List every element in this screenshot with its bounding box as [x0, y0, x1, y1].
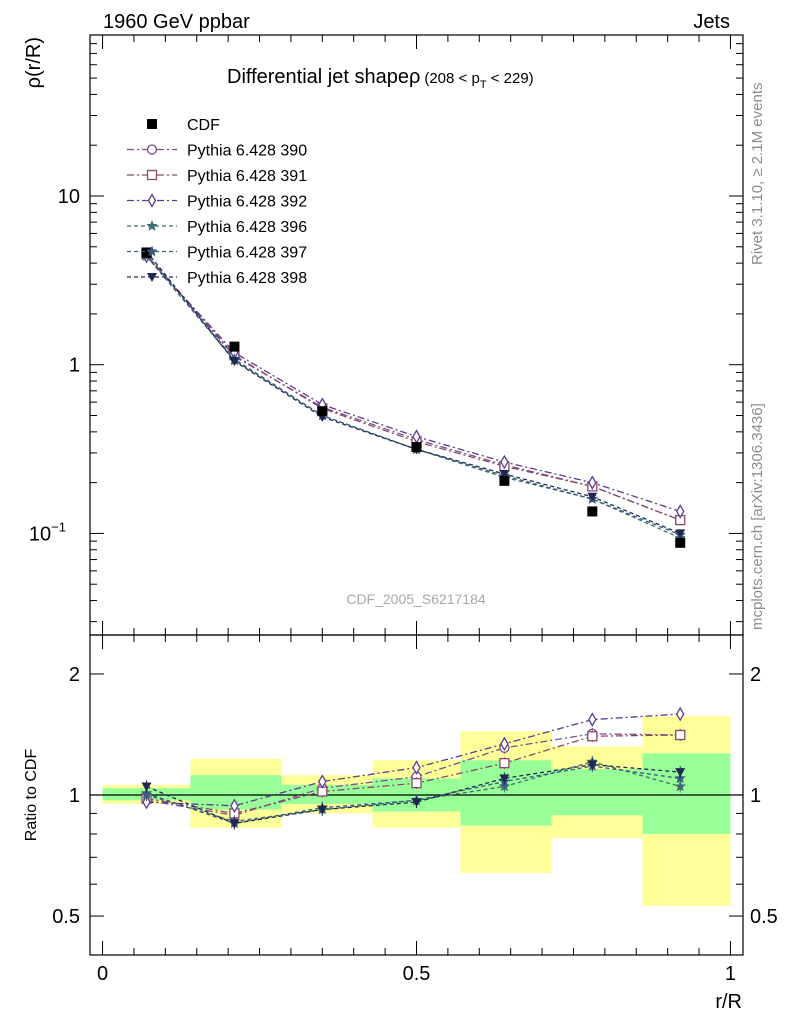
ratio-data-point — [411, 778, 422, 789]
legend-entry-label: Pythia 6.428 398 — [187, 270, 307, 287]
ratio-data-point — [675, 706, 685, 722]
uncertainty-band-inner — [642, 753, 731, 834]
y-tick-label: 10−1 — [29, 519, 66, 545]
legend-marker — [147, 273, 157, 282]
y-tick-label: 1 — [69, 355, 80, 377]
x-tick-label: 0 — [97, 963, 108, 985]
ratio-data-point — [229, 819, 240, 829]
data-point — [500, 454, 509, 470]
ratio-y-tick-label-right: 0.5 — [750, 906, 778, 928]
chart-title-main: Differential jet shapeρ — [227, 66, 420, 88]
chart-title-range: (208 < p — [424, 70, 479, 87]
uncertainty-band-inner — [551, 769, 643, 816]
ratio-y-tick-label-left: 2 — [69, 664, 80, 686]
chart-title-subscript: T — [480, 79, 487, 91]
analysis-watermark: CDF_2005_S6217184 — [346, 591, 486, 607]
data-point — [317, 406, 328, 417]
ratio-data-point — [587, 760, 598, 770]
data-point — [141, 247, 152, 258]
rivet-version-label: Rivet 3.1.10, ≥ 2.1M events — [749, 83, 766, 266]
ratio-y-tick-label-left: 1 — [69, 785, 80, 807]
ratio-plot-panel: 0.5 0.5 1 1 2 2 0 0.5 1 Ratio to CDF r/R — [23, 634, 778, 1013]
x-axis-label: r/R — [715, 991, 742, 1013]
legend-marker — [147, 193, 157, 208]
ratio-data-point — [412, 760, 421, 775]
legend-entry-label: Pythia 6.428 390 — [187, 143, 307, 160]
legend-marker — [146, 245, 158, 257]
x-tick-label: 0.5 — [403, 963, 431, 985]
legend-entry-label: Pythia 6.428 392 — [187, 194, 307, 211]
x-tick-label: 1 — [725, 963, 736, 985]
data-point — [675, 537, 686, 548]
legend-marker — [146, 220, 158, 231]
data-point — [229, 341, 240, 352]
ratio-data-point — [230, 798, 239, 814]
ratio-data-point — [675, 768, 686, 778]
legend-marker — [146, 169, 158, 181]
ratio-data-point — [674, 780, 686, 792]
ratio-data-point — [499, 758, 510, 769]
ratio-data-point — [140, 787, 153, 799]
legend-entry-label: CDF — [187, 117, 220, 134]
legend-marker — [146, 144, 158, 155]
ratio-data-point — [141, 782, 152, 792]
energy-label: 1960 GeV ppbar — [103, 11, 250, 33]
y-axis-label: ρ(r/R) — [23, 37, 45, 88]
chart-title-range-end: < 229) — [487, 70, 534, 87]
ratio-data-point — [587, 731, 598, 742]
legend-entry-label: Pythia 6.428 396 — [187, 219, 307, 236]
chart-title: Differential jet shapeρ (208 < pT < 229) — [227, 66, 534, 91]
ratio-data-point — [499, 774, 510, 784]
legend-entry-label: Pythia 6.428 391 — [187, 168, 307, 185]
legend: CDF Pythia 6.428 390 Pythia 6.428 391 Pythi… — [127, 117, 307, 287]
data-point — [675, 529, 686, 539]
data-point — [499, 475, 510, 486]
process-label: Jets — [693, 11, 730, 33]
mcplots-reference-label: mcplots.cern.ch [arXiv:1306.3436] — [749, 403, 766, 630]
ratio-data-point — [588, 712, 597, 727]
uncertainty-band-inner — [460, 760, 552, 826]
y-tick-label: 10 — [58, 186, 80, 208]
ratio-y-tick-label-left: 0.5 — [52, 906, 80, 928]
data-point — [229, 357, 240, 367]
ratio-y-tick-label-right: 1 — [750, 785, 761, 807]
data-point — [411, 442, 422, 453]
ratio-data-point — [675, 729, 686, 741]
ratio-data-point — [142, 794, 151, 810]
data-point — [587, 492, 598, 502]
ratio-y-tick-label-right: 2 — [750, 664, 761, 686]
ratio-data-point — [500, 736, 509, 752]
data-point — [587, 506, 598, 517]
main-plot-background — [90, 35, 743, 635]
legend-marker — [147, 119, 157, 129]
main-plot-panel: 10 1 10−1 Differential jet shapeρ (208 < pT… — [23, 34, 744, 636]
data-point — [675, 504, 685, 519]
ratio-data-point — [317, 805, 328, 815]
data-point — [588, 475, 597, 490]
ratio-data-point — [318, 774, 327, 789]
ratio-y-axis-label: Ratio to CDF — [23, 749, 40, 842]
legend-entry-label: Pythia 6.428 397 — [187, 245, 307, 262]
ratio-plot-frame — [89, 634, 744, 956]
data-point — [499, 470, 510, 480]
ratio-data-point — [411, 798, 422, 808]
